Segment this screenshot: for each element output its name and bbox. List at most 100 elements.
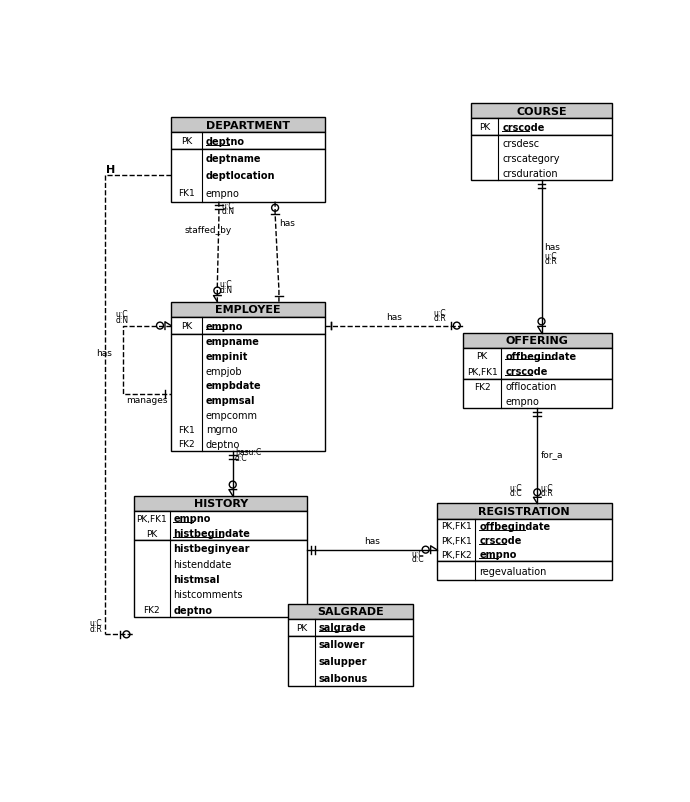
Text: d:R: d:R xyxy=(544,257,558,266)
Text: hasu:C: hasu:C xyxy=(235,448,262,456)
Text: u:C: u:C xyxy=(115,310,128,319)
Bar xyxy=(437,519,611,561)
Text: salupper: salupper xyxy=(319,656,368,666)
Text: d:C: d:C xyxy=(509,488,522,497)
Text: offbegindate: offbegindate xyxy=(479,521,550,531)
Text: histbegindate: histbegindate xyxy=(173,529,250,538)
Text: empno: empno xyxy=(479,549,517,560)
Text: PK: PK xyxy=(181,137,192,146)
Text: regevaluation: regevaluation xyxy=(479,566,546,576)
Text: sallower: sallower xyxy=(319,639,365,650)
Text: EMPLOYEE: EMPLOYEE xyxy=(215,305,281,315)
Text: empcomm: empcomm xyxy=(206,410,258,420)
Text: empjob: empjob xyxy=(206,367,242,376)
Text: d:R: d:R xyxy=(90,624,102,633)
Text: u:C: u:C xyxy=(90,618,102,627)
Text: PK,FK2: PK,FK2 xyxy=(441,550,471,559)
Text: PK: PK xyxy=(477,352,488,361)
Text: deptno: deptno xyxy=(206,439,240,449)
Text: empmsal: empmsal xyxy=(206,395,255,405)
Text: FK2: FK2 xyxy=(144,606,160,614)
Text: empno: empno xyxy=(206,321,243,331)
Text: for_a: for_a xyxy=(540,449,563,458)
Text: crsduration: crsduration xyxy=(502,168,558,178)
Bar xyxy=(171,118,325,133)
Text: empbdate: empbdate xyxy=(206,381,262,391)
Text: SALGRADE: SALGRADE xyxy=(317,606,384,617)
Text: PK,FK1: PK,FK1 xyxy=(441,536,471,545)
Text: d:C: d:C xyxy=(411,554,424,564)
Text: manages: manages xyxy=(126,395,167,404)
Bar xyxy=(463,379,611,408)
Bar xyxy=(134,512,308,541)
Text: d:N: d:N xyxy=(219,286,233,294)
Text: d:R: d:R xyxy=(433,314,446,322)
Text: empno: empno xyxy=(173,514,211,524)
Text: crsdesc: crsdesc xyxy=(502,139,540,148)
Bar xyxy=(171,334,325,452)
Text: empinit: empinit xyxy=(206,351,248,362)
Text: PK,FK1: PK,FK1 xyxy=(441,522,471,531)
Text: crscode: crscode xyxy=(505,367,548,377)
Text: COURSE: COURSE xyxy=(516,107,566,116)
Text: histmsal: histmsal xyxy=(173,574,220,584)
Text: has: has xyxy=(96,349,112,358)
Text: offlocation: offlocation xyxy=(505,382,557,391)
Text: FK1: FK1 xyxy=(178,425,195,434)
Text: d:C: d:C xyxy=(235,453,248,462)
Text: staffed_by: staffed_by xyxy=(185,226,233,235)
Bar xyxy=(171,133,325,150)
Text: mgrno: mgrno xyxy=(206,424,237,435)
Text: deptlocation: deptlocation xyxy=(206,171,275,181)
Text: histcomments: histcomments xyxy=(173,589,243,600)
Text: u:C: u:C xyxy=(433,309,446,318)
Bar xyxy=(288,619,413,636)
Text: histenddate: histenddate xyxy=(173,559,232,569)
Text: has: has xyxy=(386,312,402,322)
Text: d:R: d:R xyxy=(540,488,553,497)
Text: crscategory: crscategory xyxy=(502,153,560,164)
Text: PK: PK xyxy=(146,529,157,538)
Bar xyxy=(171,318,325,334)
Text: u:C: u:C xyxy=(219,280,233,289)
Text: PK: PK xyxy=(480,124,491,132)
Text: u:C: u:C xyxy=(509,483,522,492)
Bar xyxy=(437,561,611,581)
Text: crscode: crscode xyxy=(479,536,522,545)
Text: PK,FK1: PK,FK1 xyxy=(137,514,167,524)
Text: deptno: deptno xyxy=(206,136,245,147)
Text: DEPARTMENT: DEPARTMENT xyxy=(206,120,290,131)
Bar xyxy=(134,541,308,618)
Bar xyxy=(288,604,413,619)
Bar xyxy=(171,150,325,202)
Text: d:N: d:N xyxy=(115,315,128,324)
Text: PK: PK xyxy=(181,322,192,330)
Text: deptno: deptno xyxy=(173,605,213,615)
Text: has: has xyxy=(544,242,560,251)
Text: FK2: FK2 xyxy=(474,382,491,391)
Bar xyxy=(471,119,611,136)
Bar xyxy=(288,636,413,686)
Text: salbonus: salbonus xyxy=(319,673,368,683)
Text: empno: empno xyxy=(505,396,539,406)
Text: PK: PK xyxy=(296,623,307,632)
Text: empname: empname xyxy=(206,337,259,347)
Text: histbeginyear: histbeginyear xyxy=(173,544,250,553)
Bar xyxy=(463,349,611,379)
Bar xyxy=(463,333,611,349)
Text: u:C: u:C xyxy=(540,483,553,492)
Text: has: has xyxy=(279,218,295,228)
Text: u:C: u:C xyxy=(544,252,558,261)
Bar xyxy=(171,302,325,318)
Text: empno: empno xyxy=(206,188,239,199)
Text: d:N: d:N xyxy=(221,207,235,216)
Text: u:C: u:C xyxy=(221,201,234,210)
Text: HISTORY: HISTORY xyxy=(194,499,248,508)
Text: REGISTRATION: REGISTRATION xyxy=(478,507,570,516)
Bar xyxy=(471,104,611,119)
Text: crscode: crscode xyxy=(502,123,544,133)
Text: PK,FK1: PK,FK1 xyxy=(467,367,497,376)
Bar xyxy=(134,496,308,512)
Text: FK2: FK2 xyxy=(178,439,195,449)
Text: u:C: u:C xyxy=(411,549,424,558)
